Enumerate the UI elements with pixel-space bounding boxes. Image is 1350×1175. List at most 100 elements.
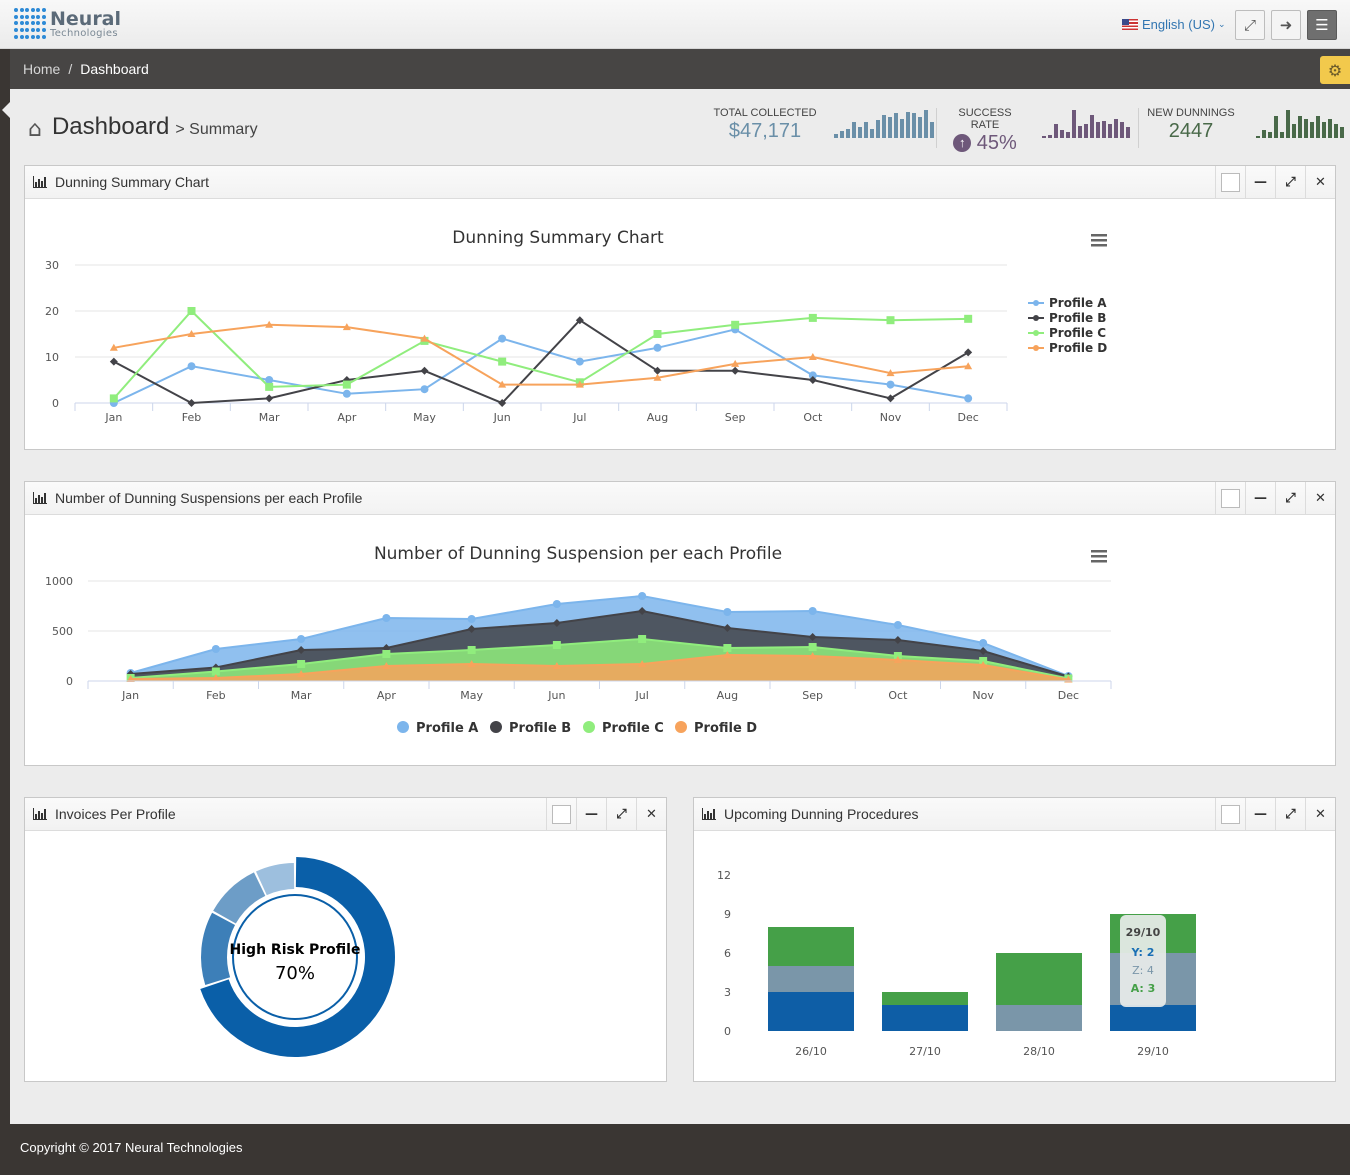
chart-menu-icon[interactable] [1091, 550, 1107, 563]
stat-label: TOTAL COLLECTED [713, 107, 817, 119]
sparkline-bar [1066, 132, 1070, 138]
y-tick-label: 0 [66, 675, 73, 688]
data-point [893, 636, 902, 644]
data-point [638, 635, 647, 643]
chart-menu-icon[interactable] [1091, 234, 1107, 247]
donut-inner-ring [232, 894, 358, 1020]
panel-close-button[interactable]: ✕ [1305, 798, 1335, 830]
data-point [552, 600, 561, 608]
sparkline-bar [1078, 126, 1082, 138]
panel-close-button[interactable]: ✕ [636, 798, 666, 830]
stat-divider [1138, 108, 1139, 148]
panel-close-button[interactable]: ✕ [1305, 482, 1335, 514]
data-point [420, 334, 429, 342]
sparkline-total-collected [834, 108, 934, 138]
panel-fullscreen-button[interactable]: ⤢ [1275, 166, 1305, 198]
fullscreen-button[interactable]: ⤢ [1235, 10, 1265, 40]
logo[interactable]: Neural Technologies [14, 8, 121, 40]
data-point [187, 307, 196, 315]
square-icon [1221, 804, 1240, 824]
sparkline-bar [1328, 119, 1332, 138]
panel-color-button[interactable] [1215, 166, 1245, 198]
sparkline-bar [1262, 130, 1266, 138]
panel-fullscreen-button[interactable]: ⤢ [1275, 798, 1305, 830]
legend-label: Profile C [602, 721, 664, 736]
tooltip-bg [1120, 915, 1166, 1007]
line-chart: Dunning Summary Chart 0 10 20 30 Jan Feb Mar Apr… [45, 228, 1107, 424]
us-flag-icon [1122, 19, 1138, 30]
donut-slice [200, 857, 395, 1057]
donut-center-value: 70% [275, 963, 315, 984]
data-point [187, 399, 196, 407]
panel-minimize-button[interactable]: — [1245, 482, 1275, 514]
expand-arrows-icon: ⤢ [1285, 490, 1296, 506]
menu-line [1091, 550, 1107, 553]
panel-title: Invoices Per Profile [55, 806, 176, 822]
sparkline-bar [1274, 116, 1278, 138]
panel-suspensions: Number of Dunning Suspensions per each P… [24, 481, 1336, 766]
data-point [498, 334, 507, 343]
expand-arrows-icon: ⤢ [1285, 174, 1296, 190]
data-point [979, 639, 988, 647]
bar-chart-icon [33, 808, 47, 820]
data-point [467, 615, 476, 623]
x-tick-label: Nov [972, 689, 994, 702]
panel-fullscreen-button[interactable]: ⤢ [606, 798, 636, 830]
panel-color-button[interactable] [1215, 798, 1245, 830]
sparkline-bar [918, 117, 922, 138]
legend-marker [397, 721, 409, 733]
series-line [113, 323, 969, 386]
legend-marker [1033, 300, 1039, 306]
language-selector[interactable]: English (US) ⌄ [1122, 17, 1226, 32]
donut-center-label: High Risk Profile [230, 942, 361, 958]
close-icon: ✕ [646, 806, 657, 822]
bar-chart-icon [702, 808, 716, 820]
sparkline-bar [1322, 122, 1326, 138]
logout-button[interactable]: ➜ [1271, 10, 1301, 40]
sidebar-toggle-arrow[interactable] [2, 102, 10, 118]
bar-segment [996, 953, 1082, 1005]
panel-color-button[interactable] [1215, 482, 1245, 514]
chevron-down-icon: ⌄ [1217, 19, 1226, 29]
y-tick-label: 30 [45, 259, 59, 272]
y-tick-label: 20 [45, 305, 59, 318]
breadcrumb-home[interactable]: Home [23, 61, 61, 77]
y-tick-label: 0 [52, 397, 59, 410]
data-point [886, 316, 895, 325]
data-point [964, 314, 973, 323]
gears-icon: ⚙ [1327, 60, 1343, 80]
sparkline-bar [1268, 132, 1272, 138]
sparkline-bar [864, 122, 868, 138]
sparkline-bar [1126, 127, 1130, 138]
bar-segment [996, 1005, 1082, 1031]
stat-total-collected: TOTAL COLLECTED $47,171 [713, 107, 817, 143]
sparkline-bar [924, 110, 928, 138]
stat-success-rate: SUCCESS RATE ↑ 45% [945, 107, 1025, 155]
panel-close-button[interactable]: ✕ [1305, 166, 1335, 198]
panel-minimize-button[interactable]: — [1245, 166, 1275, 198]
tooltip-line: A: 3 [1131, 982, 1156, 995]
panel-minimize-button[interactable]: — [576, 798, 606, 830]
sparkline-bar [846, 129, 850, 138]
page-title: ⌂ Dashboard > Summary [28, 113, 258, 142]
data-point [979, 647, 988, 655]
panel-invoices: Invoices Per Profile — ⤢ ✕ High Risk Pro… [24, 797, 667, 1082]
menu-button[interactable]: ☰ [1307, 10, 1337, 40]
data-point [382, 650, 391, 658]
panel-color-button[interactable] [546, 798, 576, 830]
sparkline-bar [1316, 116, 1320, 138]
bar-chart-icon [33, 492, 47, 504]
sparkline-bar [834, 134, 838, 138]
data-point [467, 660, 476, 667]
sparkline-bar [1120, 122, 1124, 138]
panel-fullscreen-button[interactable]: ⤢ [1275, 482, 1305, 514]
data-point [638, 592, 647, 600]
data-point [731, 366, 740, 375]
stat-divider [936, 108, 937, 148]
panel-minimize-button[interactable]: — [1245, 798, 1275, 830]
area-line [130, 609, 1069, 678]
settings-button[interactable]: ⚙ [1320, 56, 1350, 84]
minus-icon: — [1254, 490, 1267, 506]
expand-icon: ⤢ [1243, 16, 1256, 34]
data-point [731, 320, 740, 329]
